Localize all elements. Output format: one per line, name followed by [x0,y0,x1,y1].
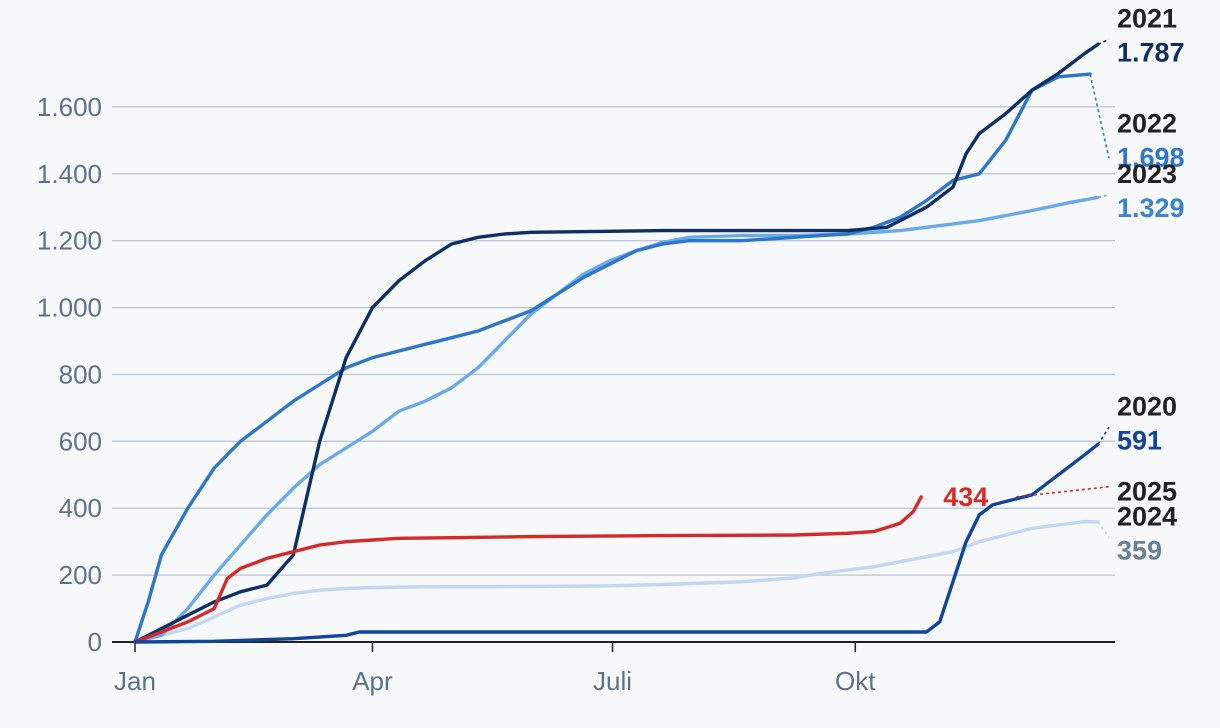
x-tick-label: Apr [352,666,393,696]
leader-line-2022 [1089,73,1110,159]
leader-line-2021 [1097,38,1110,46]
year-label-2021: 2021 [1117,3,1177,33]
year-label-2024: 2024 [1117,502,1177,532]
leader-line-2025 [1016,485,1112,498]
y-tick-label: 1.200 [37,226,102,256]
year-label-2025: 2025 [1117,476,1177,506]
x-tick-label: Juli [593,666,632,696]
y-tick-label: 600 [59,426,102,456]
y-tick-label: 800 [59,359,102,389]
x-tick-label: Jan [114,666,156,696]
y-tick-label: 1.400 [37,159,102,189]
y-tick-label: 1.000 [37,293,102,323]
year-label-2022: 2022 [1117,108,1177,138]
series-line-2020 [133,442,1100,644]
x-tick-label: Okt [835,666,876,696]
y-axis-ticks: 0 200 400 600 800 1.000 1.200 1.400 1.600 [37,92,102,657]
value-label-2020: 591 [1117,425,1162,455]
grid-lines [112,106,1115,643]
series-line-2022 [133,72,1092,644]
value-label-2024: 359 [1117,536,1162,566]
value-label-2022: 1.698 [1117,142,1185,172]
series-line-2021 [133,42,1100,644]
value-label-2025: 434 [943,482,988,512]
series-lines [133,42,1100,644]
series-line-2023 [133,195,1100,644]
y-tick-label: 400 [59,493,102,523]
year-label-2020: 2020 [1117,391,1177,421]
leader-line-2023 [1097,194,1110,199]
year-label-2023: 2023 [1117,159,1177,189]
x-axis-ticks: Jan Apr Juli Okt [114,642,876,696]
y-tick-label: 0 [88,627,102,657]
y-tick-label: 1.600 [37,92,102,122]
y-tick-label: 200 [59,560,102,590]
series-line-2024 [133,519,1100,644]
value-label-2021: 1.787 [1117,37,1185,67]
value-label-2023: 1.329 [1117,193,1185,223]
leader-line-2024 [1097,521,1110,539]
series-line-2025 [133,495,923,644]
